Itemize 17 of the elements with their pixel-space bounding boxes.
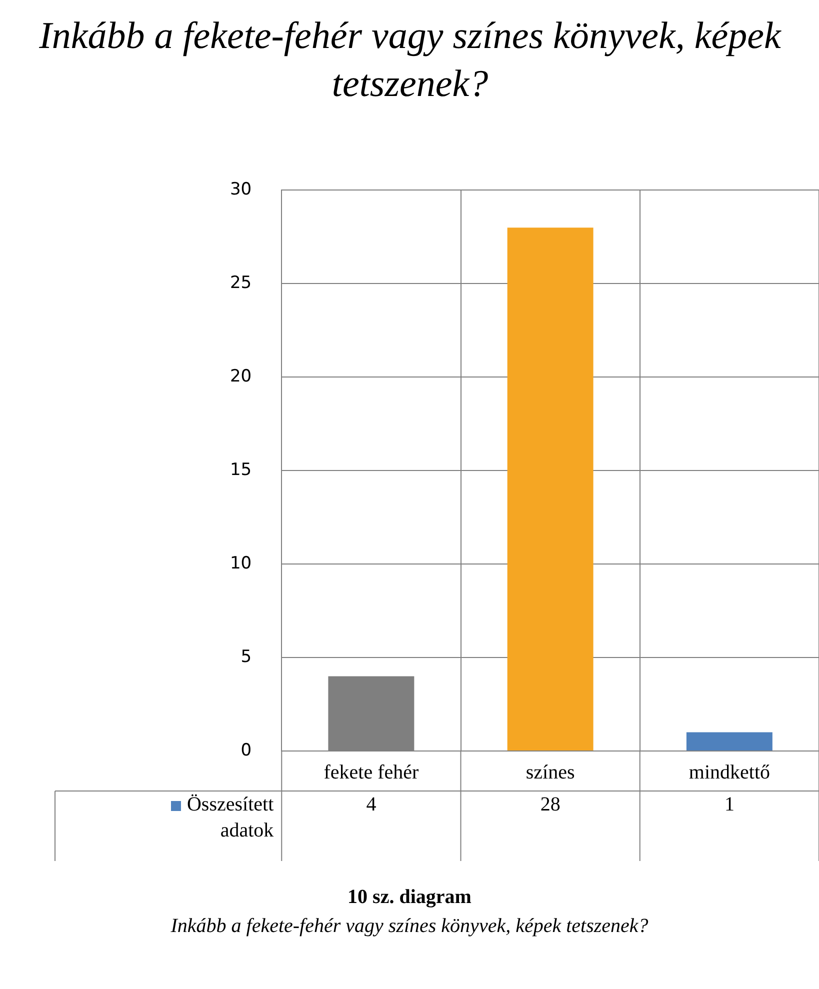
y-tick-label: 5 xyxy=(240,646,252,667)
data-label: 28 xyxy=(540,793,560,816)
y-tick-label: 15 xyxy=(230,460,252,480)
y-tick-label: 10 xyxy=(230,553,252,574)
chart-title: Inkább a fekete-fehér vagy színes könyvek, képek tetszenek? xyxy=(38,14,782,107)
x-tick-label: fekete fehér xyxy=(324,761,419,784)
text: Inkább a fekete-fehér vagy színes könyvek, képek tetszenek? xyxy=(170,915,650,938)
legend-label: Összesített adatok xyxy=(186,793,274,842)
y-tick-label: 30 xyxy=(230,180,252,200)
text: 10 sz. diagram xyxy=(346,886,472,909)
y-tick-label: 25 xyxy=(230,273,252,294)
data-label: 1 xyxy=(724,793,734,816)
x-tick-label: színes xyxy=(526,761,575,784)
x-tick-label: mindkettő xyxy=(688,761,770,784)
data-label: 4 xyxy=(366,793,376,816)
y-tick-label: 20 xyxy=(230,366,252,387)
y-tick-label: 0 xyxy=(240,740,252,760)
